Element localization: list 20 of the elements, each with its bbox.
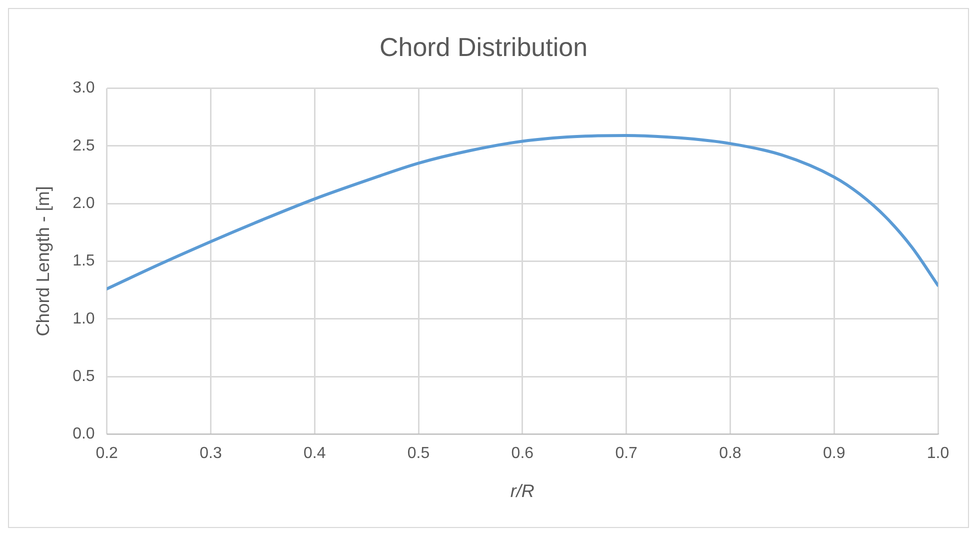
- y-tick-label: 0.0: [72, 426, 95, 443]
- x-tick-label: 0.5: [407, 445, 430, 462]
- y-tick-label: 1.5: [72, 252, 95, 270]
- x-tick-label: 0.9: [822, 445, 846, 462]
- x-tick-label: 0.4: [304, 445, 326, 462]
- x-axis-title: r/R: [510, 481, 534, 502]
- x-tick-label: 0.3: [200, 445, 222, 462]
- x-tick-label: 0.8: [719, 445, 742, 462]
- y-tick-label: 0.5: [72, 368, 95, 385]
- x-tick-label: 0.6: [511, 445, 534, 462]
- y-tick-label: 2.5: [72, 137, 95, 154]
- x-tick-label: 0.2: [96, 445, 118, 462]
- y-tick-label: 2.0: [72, 194, 95, 212]
- y-tick-label: 1.0: [72, 310, 95, 328]
- line-series: [106, 134, 938, 290]
- y-tick-label: 3.0: [72, 80, 95, 97]
- x-tick-label: 0.7: [615, 445, 638, 462]
- x-tick-label: 1.0: [926, 445, 950, 462]
- chart-title: Chord Distribution: [379, 32, 588, 62]
- y-axis-title: Chord Length - [m]: [32, 186, 53, 336]
